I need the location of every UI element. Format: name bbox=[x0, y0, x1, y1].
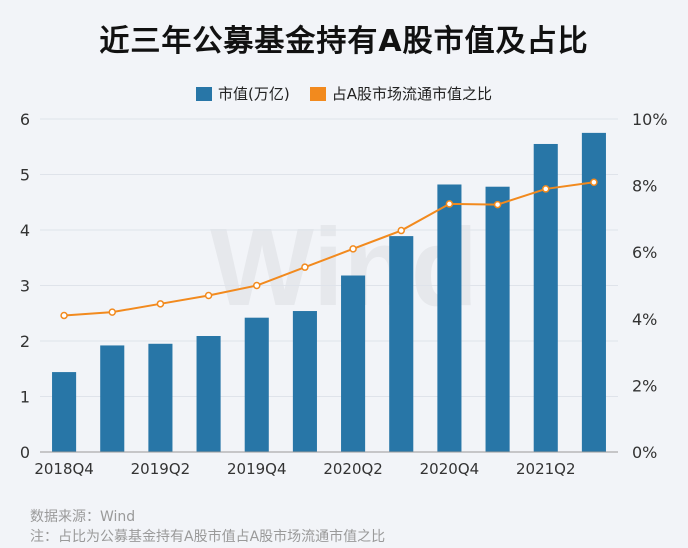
ratio-line bbox=[64, 181, 595, 317]
bar bbox=[100, 345, 125, 452]
y-left-tick-label: 4 bbox=[20, 221, 30, 240]
ratio-point bbox=[108, 308, 116, 316]
y-right-tick-label: 10% bbox=[632, 110, 668, 129]
bar bbox=[533, 143, 558, 452]
source-note: 数据来源：Wind bbox=[30, 509, 136, 525]
y-right-tick-label: 4% bbox=[632, 310, 657, 329]
bar bbox=[437, 184, 462, 453]
bar bbox=[196, 336, 221, 452]
y-right-tick-label: 8% bbox=[632, 177, 657, 196]
bar bbox=[52, 372, 77, 452]
legend-item-ratio: 占A股市场流通市值之比 bbox=[309, 83, 492, 104]
bar bbox=[148, 343, 173, 452]
footnote: 注：占比为公募基金持有A股市值占A股市场流通市值之比 bbox=[30, 529, 386, 545]
ratio-point bbox=[156, 300, 165, 308]
y-left-tick-label: 6 bbox=[20, 110, 30, 129]
bar bbox=[244, 317, 269, 452]
bar bbox=[341, 275, 366, 452]
ratio-point bbox=[301, 263, 309, 271]
y-left-tick-label: 0 bbox=[20, 443, 30, 462]
ratio-point bbox=[253, 281, 261, 290]
legend-swatch-bar bbox=[196, 86, 212, 101]
x-tick-label: 2020Q2 bbox=[323, 460, 383, 478]
x-tick-label: 2019Q2 bbox=[131, 460, 191, 478]
ratio-point bbox=[542, 185, 550, 193]
ratio-point bbox=[397, 226, 405, 235]
ratio-point bbox=[349, 245, 357, 253]
legend-label-market-value: 市值(万亿) bbox=[218, 85, 290, 103]
legend-item-market-value: 市值(万亿) bbox=[196, 83, 290, 104]
ratio-point bbox=[60, 311, 68, 320]
x-tick-label: 2018Q4 bbox=[34, 460, 94, 478]
y-left-tick-label: 3 bbox=[20, 277, 30, 296]
ratio-point bbox=[204, 291, 213, 300]
y-left-tick-label: 2 bbox=[20, 332, 30, 351]
x-tick-label: 2019Q4 bbox=[227, 460, 287, 478]
chart-title: 近三年公募基金持有A股市值及占比 bbox=[99, 24, 589, 59]
ratio-point bbox=[590, 178, 598, 187]
legend-label-ratio: 占A股市场流通市值之比 bbox=[331, 85, 492, 103]
y-right-tick-label: 0% bbox=[632, 443, 657, 462]
bar bbox=[389, 236, 414, 452]
ratio-point bbox=[493, 200, 502, 209]
ratio-point bbox=[445, 200, 454, 208]
y-left-tick-label: 1 bbox=[20, 388, 30, 407]
y-left-tick-label: 5 bbox=[20, 166, 30, 185]
y-right-tick-label: 6% bbox=[632, 243, 657, 262]
bar bbox=[485, 186, 510, 452]
bar bbox=[581, 132, 606, 452]
legend-swatch-line bbox=[309, 86, 326, 101]
x-tick-label: 2021Q2 bbox=[516, 460, 576, 478]
bar bbox=[292, 311, 317, 452]
legend: 市值(万亿) 占A股市场流通市值之比 bbox=[0, 83, 688, 104]
x-tick-label: 2020Q4 bbox=[420, 460, 480, 478]
y-right-tick-label: 2% bbox=[632, 376, 657, 395]
